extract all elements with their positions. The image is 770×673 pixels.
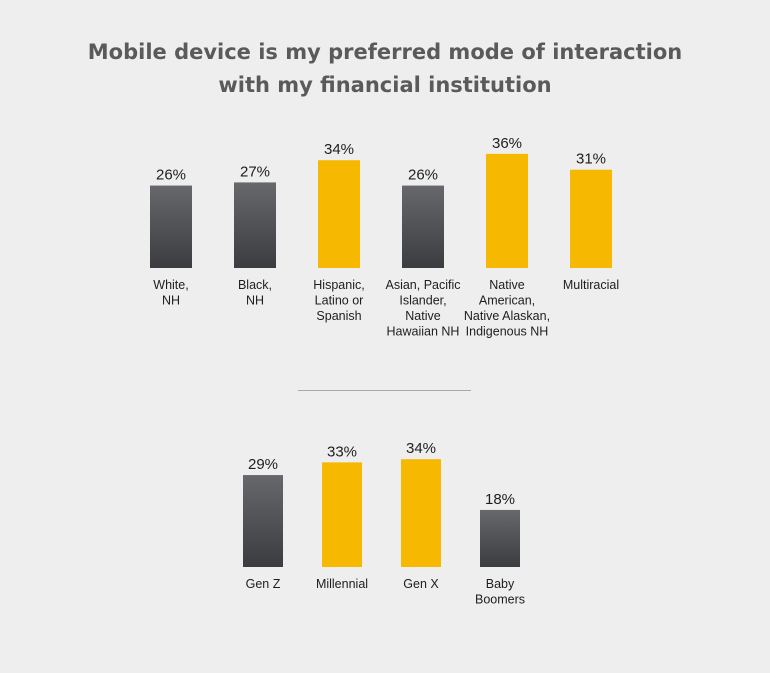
category-label-line: Millennial [316,577,368,591]
bar-value-label: 34% [324,141,354,158]
bar [486,153,528,268]
bar [402,185,444,268]
chart-title: Mobile device is my preferred mode of in… [0,36,770,102]
chart-title-line-2: with my financial institution [218,73,552,97]
chart-ethnicity: 26% White, NH 27% Black, NH 34% Hispanic, Latino… [150,135,619,339]
bar-value-label: 34% [406,440,436,457]
category-label: Multiracial [563,278,619,292]
category-label-line: Gen Z [246,577,281,591]
category-label-line: Hispanic, [313,278,364,292]
category-label-line: Latino or [315,294,364,308]
category-label: Gen Z [246,577,281,591]
bar-value-label: 26% [156,167,186,184]
bar-value-label: 18% [485,491,515,508]
bar [150,185,192,268]
bar [243,475,283,567]
bar [570,169,612,268]
category-label: Black, NH [238,278,272,308]
bar-value-label: 26% [408,167,438,184]
bar [480,509,520,567]
category-label-line: Black, [238,278,272,292]
category-label: Hispanic, Latino or Spanish [313,278,364,323]
category-label-line: White, [153,278,188,292]
category-label-line: Multiracial [563,278,619,292]
category-label-line: NH [246,294,264,308]
section-divider [298,390,471,391]
bar [401,459,441,567]
bar-value-label: 27% [240,163,270,180]
bar-value-label: 36% [492,135,522,152]
category-label-line: Native [489,278,524,292]
bar-value-label: 33% [327,443,357,460]
category-label: Gen X [403,577,439,591]
category-label-line: Indigenous NH [466,325,549,339]
category-label-line: Islander, [399,294,446,308]
category-label: Native American, Native Alaskan, Indigenous… [464,278,550,339]
chart-generation: 29% Gen Z 33% Millennial 34% Gen X 18% Baby Boom… [243,440,525,607]
category-label-line: Native [405,309,440,323]
category-label-line: Boomers [475,593,525,607]
category-label: Baby Boomers [475,577,525,607]
category-label-line: Asian, Pacific [385,278,460,292]
bar [322,462,362,567]
category-label-line: Gen X [403,577,439,591]
bar [234,182,276,268]
category-label-line: Native Alaskan, [464,309,550,323]
bar [318,160,360,268]
category-label-line: Hawaiian NH [387,325,460,339]
chart-title-line-1: Mobile device is my preferred mode of in… [87,40,683,64]
bar-value-label: 29% [248,456,278,473]
bar-value-label: 31% [576,151,606,168]
category-label: White, NH [153,278,188,308]
category-label: Asian, Pacific Islander, Native Hawaiian NH [385,278,460,339]
category-label-line: American, [479,294,535,308]
category-label-line: NH [162,294,180,308]
category-label-line: Baby [486,577,515,591]
category-label: Millennial [316,577,368,591]
category-label-line: Spanish [316,309,361,323]
